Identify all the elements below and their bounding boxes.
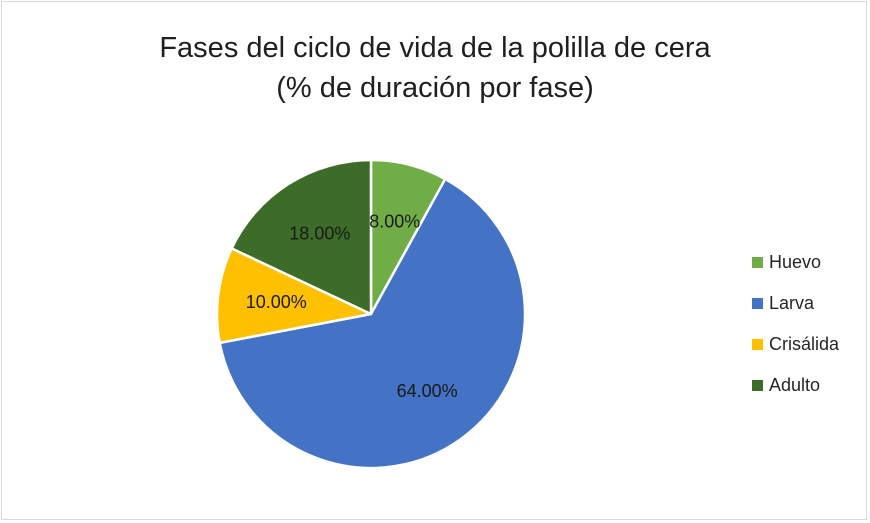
pie-slice-adulto <box>230 158 373 316</box>
legend-item-crisalida: Crisálida <box>752 324 862 365</box>
pie-data-labels: 8.00% 64.00% 10.00% 18.00% <box>246 212 458 402</box>
chart-legend: Huevo Larva Crisálida Adulto <box>752 242 862 406</box>
data-label-crisalida: 10.00% <box>246 292 307 312</box>
legend-label-crisalida: Crisálida <box>769 334 840 354</box>
data-label-larva: 64.00% <box>397 381 458 401</box>
chart-title-line-2: (% de duración por fase) <box>276 72 594 104</box>
legend-item-larva: Larva <box>752 283 862 324</box>
data-label-adulto: 18.00% <box>289 223 350 243</box>
legend-swatch-huevo <box>752 257 763 268</box>
legend-swatch-larva <box>752 298 763 309</box>
pie-slice-crisalida <box>215 247 373 345</box>
chart-title: Fases del ciclo de vida de la polilla de… <box>0 28 870 108</box>
legend-item-adulto: Adulto <box>752 365 862 406</box>
chart-title-line-1: Fases del ciclo de vida de la polilla de… <box>159 32 711 64</box>
pie-slices <box>215 158 527 470</box>
legend-swatch-crisalida <box>752 339 763 350</box>
data-label-huevo: 8.00% <box>369 212 420 232</box>
legend-label-huevo: Huevo <box>769 252 822 272</box>
legend-item-huevo: Huevo <box>752 242 862 283</box>
legend-label-adulto: Adulto <box>769 375 821 395</box>
legend-label-larva: Larva <box>769 293 815 313</box>
pie-slice-larva <box>218 177 527 470</box>
legend-swatch-adulto <box>752 380 763 391</box>
